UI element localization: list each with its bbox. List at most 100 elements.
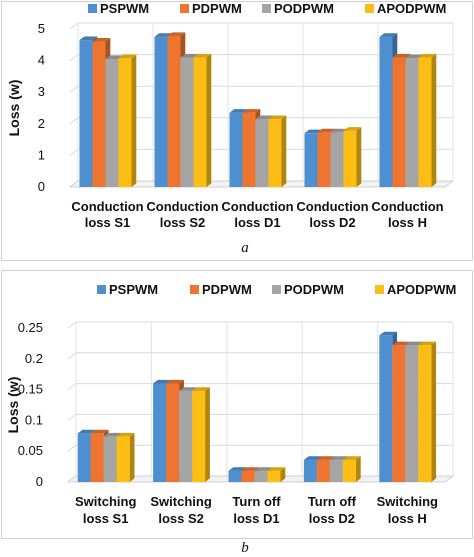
bar-top bbox=[405, 341, 424, 346]
panel-a-frame bbox=[1, 1, 473, 261]
bar-apodpwm bbox=[418, 57, 432, 187]
category-label-line1: Turn off bbox=[232, 494, 281, 509]
y-tick-label: 5 bbox=[38, 21, 45, 36]
bar-pdpwm bbox=[92, 41, 106, 187]
bar-side bbox=[205, 387, 210, 482]
bar-top bbox=[118, 54, 137, 59]
bar-top bbox=[255, 115, 274, 120]
bar-pdpwm bbox=[242, 112, 256, 187]
legend-label: APODPWM bbox=[387, 282, 456, 297]
bar-apodpwm bbox=[342, 459, 356, 482]
y-axis-title: Loss (w) bbox=[5, 377, 21, 434]
category-label-line1: Conduction bbox=[221, 199, 293, 214]
bar-top bbox=[167, 32, 186, 36]
bar-top bbox=[418, 341, 437, 346]
bar-top bbox=[166, 379, 184, 384]
bar-podpwm bbox=[179, 390, 193, 482]
category-label-line1: Conduction bbox=[146, 199, 218, 214]
bar-podpwm bbox=[330, 132, 344, 187]
bar-side bbox=[431, 53, 437, 188]
bar-pspwm bbox=[228, 470, 242, 482]
bar-top bbox=[192, 387, 210, 391]
bar-apodpwm bbox=[418, 345, 432, 482]
bar-podpwm bbox=[405, 345, 419, 482]
bar-top bbox=[254, 467, 273, 471]
gridline-side bbox=[69, 85, 79, 93]
bar-top bbox=[343, 127, 362, 131]
bar-pdpwm bbox=[241, 470, 255, 482]
bar-pspwm bbox=[379, 335, 393, 482]
legend-label: PSPWM bbox=[100, 1, 149, 16]
category-label-line1: Conduction bbox=[71, 199, 143, 214]
bar-podpwm bbox=[329, 459, 343, 482]
category-label-line1: Switching bbox=[150, 494, 211, 509]
legend-swatch bbox=[262, 4, 271, 13]
bar-top bbox=[317, 128, 336, 133]
bar-top bbox=[180, 53, 199, 58]
category-label-line1: Turn off bbox=[308, 494, 357, 509]
bar-top bbox=[242, 109, 261, 113]
legend-label: PODPWM bbox=[274, 1, 334, 16]
bar-apodpwm bbox=[343, 130, 357, 187]
legend-swatch bbox=[365, 4, 374, 13]
category-label-line2: loss H bbox=[388, 215, 427, 230]
bar-pspwm bbox=[153, 383, 167, 482]
bar-pspwm bbox=[303, 459, 317, 482]
category-label-line1: Conduction bbox=[371, 199, 443, 214]
category-label-line2: loss S1 bbox=[83, 511, 129, 526]
legend-swatch bbox=[375, 285, 384, 294]
panel-caption: b bbox=[241, 540, 249, 556]
bar-side bbox=[280, 467, 286, 482]
bar-top bbox=[79, 36, 98, 41]
bar-podpwm bbox=[105, 59, 119, 187]
bar-pspwm bbox=[79, 40, 93, 188]
bar-apodpwm bbox=[192, 390, 206, 482]
bar-pspwm bbox=[379, 36, 393, 188]
y-tick-label: 4 bbox=[38, 53, 45, 68]
gridline-side bbox=[67, 444, 77, 452]
bar-top bbox=[268, 115, 287, 120]
y-tick-label: 2 bbox=[38, 116, 45, 131]
bar-top bbox=[379, 331, 398, 336]
bar-top bbox=[241, 467, 260, 471]
bar-pdpwm bbox=[392, 57, 406, 187]
bar-top bbox=[342, 456, 361, 460]
category-label-line2: loss S1 bbox=[85, 215, 131, 230]
bar-top bbox=[103, 432, 122, 437]
bar-top bbox=[316, 456, 335, 460]
bar-pdpwm bbox=[392, 345, 406, 482]
y-tick-label: 0.25 bbox=[18, 320, 43, 335]
bar-pdpwm bbox=[166, 383, 180, 482]
bar-podpwm bbox=[255, 119, 269, 187]
bar-top bbox=[418, 53, 437, 58]
bar-side bbox=[356, 127, 362, 187]
panel-b-frame bbox=[1, 270, 473, 539]
gridline-side bbox=[69, 117, 79, 125]
bar-top bbox=[116, 432, 135, 437]
legend-label: PDPWM bbox=[192, 1, 242, 16]
gridline-side bbox=[67, 413, 77, 421]
gridline-side bbox=[67, 321, 77, 329]
bar-side bbox=[431, 341, 437, 482]
gridline-side bbox=[69, 54, 79, 61]
legend-label: PSPWM bbox=[109, 282, 158, 297]
bar-top bbox=[193, 53, 212, 58]
bar-top bbox=[329, 456, 348, 460]
bar-pdpwm bbox=[90, 433, 104, 482]
category-label-line2: loss D1 bbox=[234, 215, 280, 230]
category-label-line2: loss H bbox=[388, 511, 427, 526]
bar-top bbox=[179, 387, 197, 391]
bar-top bbox=[92, 38, 111, 42]
bar-pspwm bbox=[77, 433, 91, 482]
bar-top bbox=[228, 467, 247, 471]
bar-top bbox=[267, 467, 286, 471]
panel-b: 0 0.05 0.1 0.15 0.2 0.25 Switching loss S1 Switc… bbox=[5, 282, 456, 556]
gridline-side bbox=[67, 383, 77, 391]
bar-side bbox=[129, 432, 135, 482]
category-label-line2: loss D2 bbox=[309, 215, 355, 230]
bar-side bbox=[131, 54, 137, 187]
bar-top bbox=[405, 54, 424, 59]
